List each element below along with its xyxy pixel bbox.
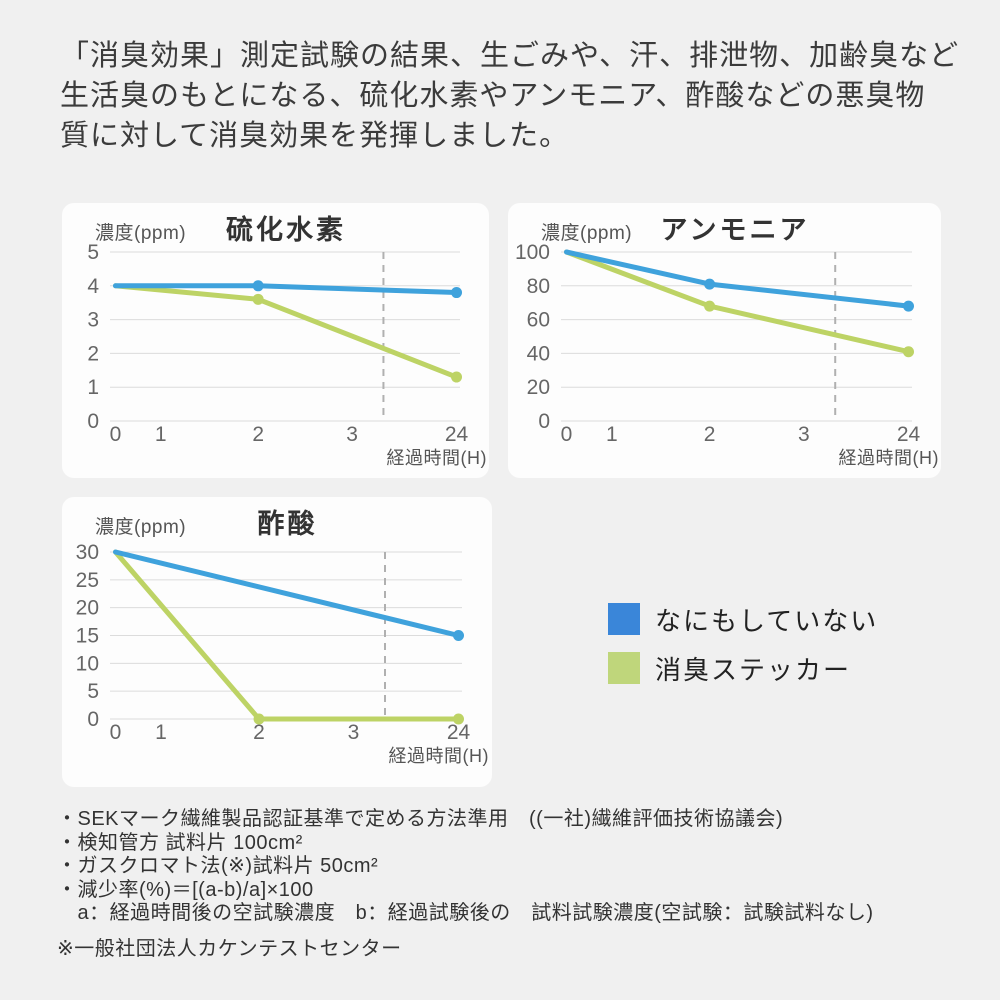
footnotes: ・SEKマーク繊維製品認証基準で定める方法準用 ((一社)繊維評価技術協議会) … [57, 808, 957, 961]
source-note: ※一般社団法人カケンテストセンター [57, 937, 402, 960]
page-title-line: 「消臭効果」測定試験の結果、生ごみや、汗、排泄物、加齢臭など [60, 40, 960, 72]
x-tick-label: 2 [704, 423, 716, 446]
y-tick-label: 2 [87, 342, 99, 365]
series-line [112, 283, 460, 380]
y-tick-label: 15 [76, 625, 99, 648]
y-tick-label: 5 [87, 680, 99, 703]
y-tick-label: 80 [527, 275, 550, 298]
y-tick-label: 25 [76, 569, 99, 592]
y-tick-label: 20 [527, 376, 550, 399]
x-tick-label: 24 [897, 423, 921, 446]
x-tick-label: 2 [252, 423, 264, 446]
legend-label-deodorant-sticker: 消臭ステッカー [655, 654, 852, 685]
data-point [253, 713, 265, 725]
page-title: 「消臭効果」測定試験の結果、生ごみや、汗、排泄物、加齢臭など 生活臭のもとになる… [60, 36, 960, 156]
y-tick-label: 30 [76, 541, 99, 564]
chart-card-ammonia: 濃度(ppm) アンモニア 0 20 40 60 80 100 0 1 2 3 24 経過時間(H) [508, 203, 941, 478]
chart-title-hydrogen-sulfide: 硫化水素 [226, 215, 346, 245]
x-tick-label: 24 [447, 721, 471, 744]
footnote-line: ・SEKマーク繊維製品認証基準で定める方法準用 ((一社)繊維評価技術協議会) [57, 808, 784, 830]
x-tick-label: 0 [110, 423, 122, 446]
x-tick-label: 1 [155, 423, 167, 446]
series-line [563, 249, 912, 309]
legend-swatch-green [608, 652, 640, 684]
chart-card-acetic-acid: 濃度(ppm) 酢酸 0 5 10 15 20 25 30 0 1 2 3 24 経過時間(H) [62, 497, 492, 787]
page-title-line: 生活臭のもとになる、硫化水素やアンモニア、酢酸などの悪臭物 [60, 80, 926, 112]
data-point [903, 346, 915, 358]
x-axis-label: 経過時間(H) [839, 448, 940, 468]
footnote-line: a：経過時間後の空試験濃度 b：経過試験後の 試料試験濃度(空試験：試験試料なし… [57, 902, 874, 924]
data-point [704, 300, 716, 312]
legend-label-untreated: なにもしていない [655, 605, 879, 636]
y-axis-label: 濃度(ppm) [95, 223, 187, 244]
data-point [453, 713, 464, 725]
footnote-line: ・検知管方 試料片 100cm² [57, 831, 303, 854]
x-tick-label: 24 [445, 423, 469, 446]
data-point [903, 300, 915, 312]
legend-item-deodorant-sticker: 消臭ステッカー [608, 652, 878, 685]
x-tick-label: 1 [155, 721, 167, 744]
x-axis-label: 経過時間(H) [389, 746, 490, 766]
data-point [451, 287, 463, 299]
page-title-line: 質に対して消臭効果を発揮しました。 [60, 120, 570, 152]
y-axis-label: 濃度(ppm) [541, 223, 633, 244]
legend-swatch-blue [608, 603, 640, 635]
chart-title-acetic-acid: 酢酸 [257, 509, 318, 539]
chart-card-hydrogen-sulfide: 濃度(ppm) 硫化水素 0 1 2 3 4 5 0 1 2 3 24 経過時間(H) [62, 203, 489, 478]
y-tick-label: 5 [87, 243, 99, 264]
x-tick-label: 3 [348, 721, 360, 744]
y-tick-label: 100 [515, 243, 550, 264]
x-tick-label: 0 [110, 721, 122, 744]
series-line [113, 549, 461, 638]
y-tick-label: 40 [527, 342, 550, 365]
y-tick-label: 10 [76, 652, 99, 675]
data-point [252, 280, 264, 292]
y-tick-label: 0 [87, 410, 99, 433]
y-tick-label: 3 [87, 309, 99, 332]
data-point [453, 630, 464, 641]
x-tick-label: 1 [606, 423, 618, 446]
y-tick-label: 4 [87, 275, 99, 298]
y-tick-label: 20 [76, 597, 99, 620]
x-tick-label: 3 [346, 423, 358, 446]
chart-title-ammonia: アンモニア [660, 215, 810, 245]
x-tick-label: 3 [798, 423, 810, 446]
y-axis-label: 濃度(ppm) [95, 517, 187, 538]
y-tick-label: 0 [87, 708, 99, 731]
y-tick-label: 0 [538, 410, 550, 433]
x-tick-label: 2 [253, 721, 265, 744]
y-tick-label: 60 [527, 309, 550, 332]
footnote-line: ・ガスクロマト法(※)試料片 50cm² [57, 855, 379, 877]
x-axis-label: 経過時間(H) [387, 448, 488, 468]
data-point [252, 293, 264, 305]
data-point [704, 278, 716, 290]
y-tick-label: 1 [87, 376, 99, 399]
chart-legend: なにもしていない 消臭ステッカー [608, 603, 879, 685]
footnote-line: ・減少率(%)＝[(a-b)/a]×100 [57, 878, 314, 901]
x-tick-label: 0 [561, 423, 573, 446]
legend-item-untreated: なにもしていない [608, 603, 879, 636]
data-point [451, 371, 463, 383]
